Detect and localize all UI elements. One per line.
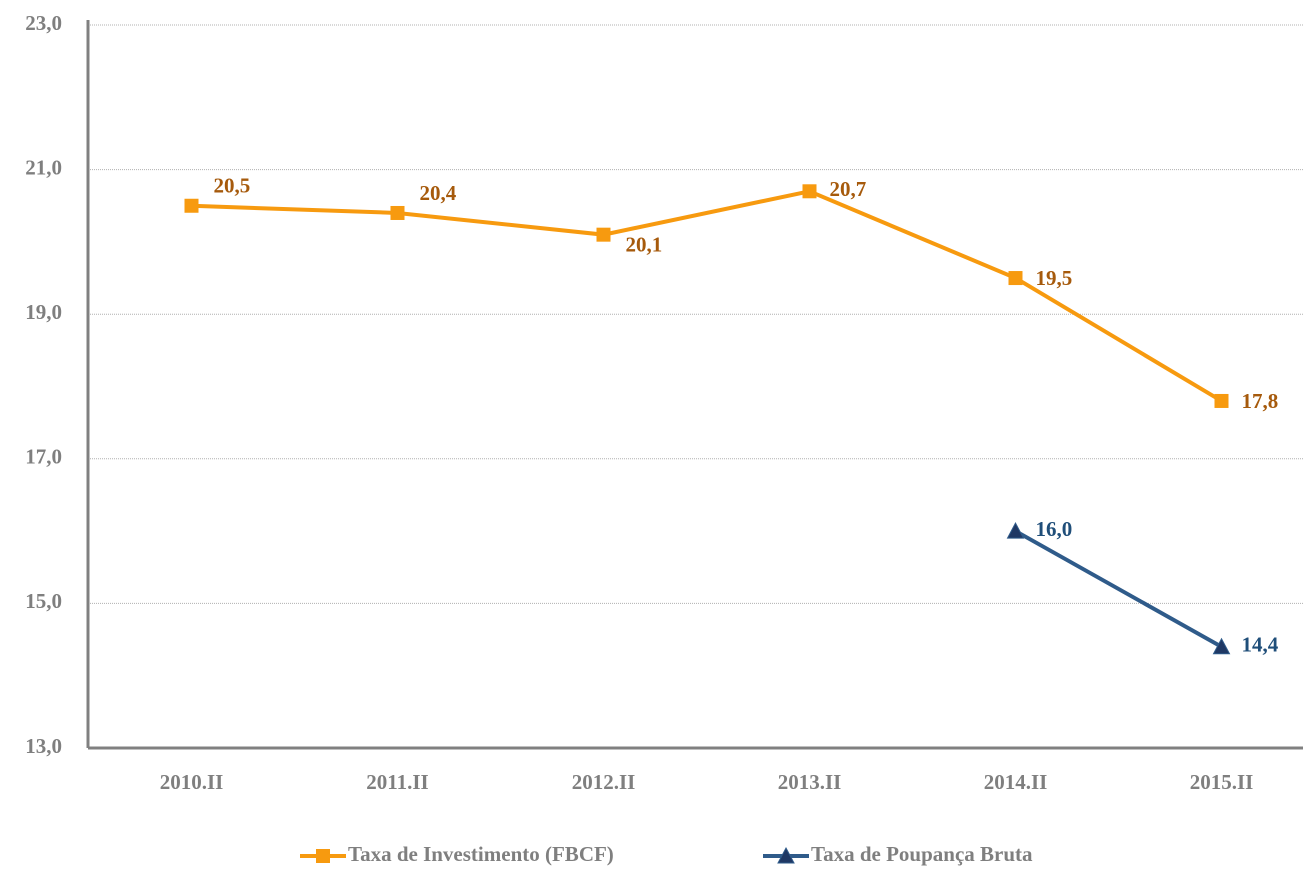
data-label: 16,0 <box>1036 517 1073 541</box>
point <box>1212 637 1231 655</box>
point <box>1006 522 1025 539</box>
x-tick-label: 2013.II <box>778 770 842 794</box>
data-label: 20,5 <box>214 174 251 198</box>
data-label: 20,4 <box>420 181 457 205</box>
point <box>184 198 199 213</box>
legend-label: Taxa de Investimento (FBCF) <box>348 842 614 866</box>
data-label: 17,8 <box>1242 389 1279 413</box>
data-label: 20,7 <box>830 177 867 201</box>
y-tick-label: 21,0 <box>25 155 62 179</box>
y-tick-label: 13,0 <box>25 734 62 758</box>
x-tick-label: 2012.II <box>572 770 636 794</box>
point <box>1008 271 1023 286</box>
x-tick-label: 2015.II <box>1190 770 1254 794</box>
data-label: 19,5 <box>1036 266 1073 290</box>
point <box>802 184 817 199</box>
y-tick-label: 17,0 <box>25 445 62 469</box>
point <box>777 846 795 864</box>
data-label: 20,1 <box>626 232 663 256</box>
legend-label: Taxa de Poupança Bruta <box>811 842 1033 866</box>
series-line <box>1014 529 1223 649</box>
data-label: 14,4 <box>1242 633 1279 657</box>
x-tick-label: 2014.II <box>984 770 1048 794</box>
point <box>316 849 330 863</box>
y-tick-label: 19,0 <box>25 300 62 324</box>
y-tick-label: 23,0 <box>25 11 62 35</box>
point <box>1214 393 1229 408</box>
point <box>596 227 611 242</box>
series-line <box>191 189 1223 403</box>
y-tick-label: 15,0 <box>25 589 62 613</box>
x-tick-label: 2010.II <box>160 770 224 794</box>
point <box>390 205 405 220</box>
x-tick-label: 2011.II <box>366 770 428 794</box>
